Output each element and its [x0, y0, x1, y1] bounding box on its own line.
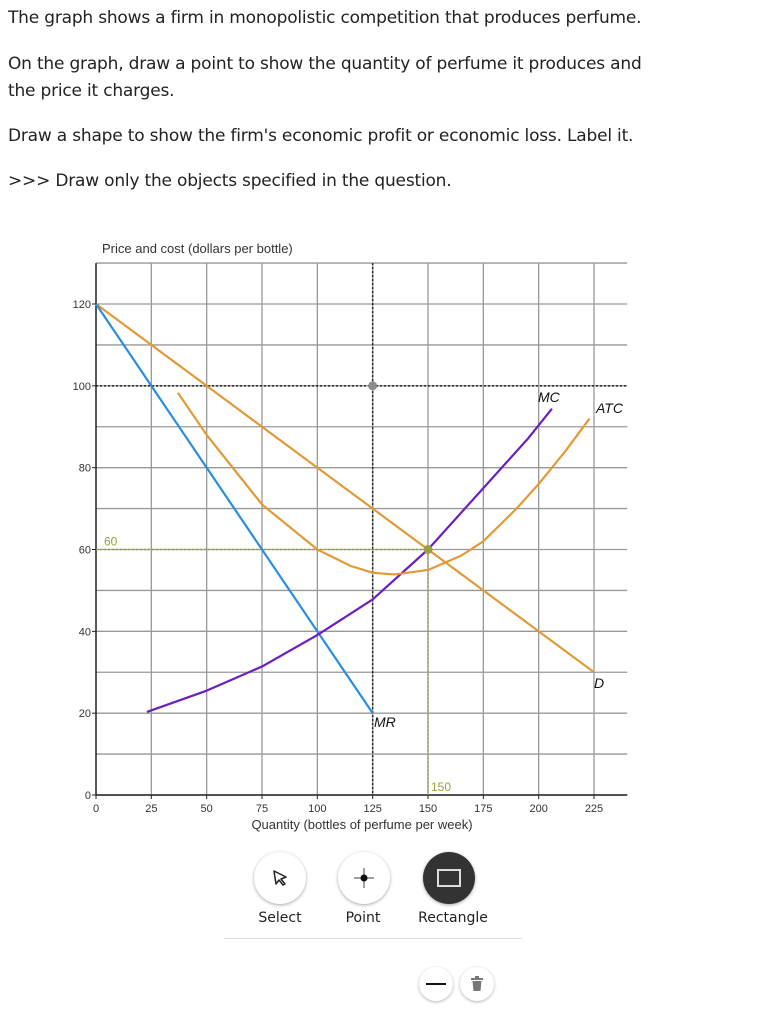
x-tick-label: 75 — [256, 803, 268, 815]
curve-atc — [176, 392, 591, 576]
y-tick-label: 40 — [79, 626, 91, 638]
line-tool-button[interactable] — [419, 967, 453, 1001]
point-x-label: 150 — [431, 780, 451, 794]
delete-button[interactable] — [460, 967, 494, 1001]
x-tick-label: 25 — [145, 803, 157, 815]
curve-mc — [146, 408, 553, 713]
label-d: D — [594, 675, 604, 691]
x-tick-label: 100 — [308, 803, 326, 815]
y-tick-label: 60 — [79, 545, 91, 557]
point-crosshair-icon — [354, 868, 374, 888]
point-marker — [423, 545, 433, 554]
trash-icon — [471, 976, 483, 991]
point-y-label: 60 — [104, 535, 118, 549]
point-marker — [368, 381, 378, 391]
x-tick-label: 175 — [474, 803, 492, 815]
select-tool-button[interactable] — [254, 852, 306, 904]
question-line-2b: the price it charges. — [8, 81, 175, 101]
x-tick-label: 225 — [585, 803, 603, 815]
question-line-1: The graph shows a firm in monopolistic c… — [8, 8, 642, 28]
select-tool-label: Select — [258, 910, 302, 926]
question-line-4: >>> Draw only the objects specified in t… — [8, 171, 452, 191]
x-tick-label: 50 — [201, 803, 213, 815]
divider — [224, 938, 522, 939]
rectangle-tool-label: Rectangle — [418, 910, 488, 926]
rectangle-icon — [437, 869, 461, 887]
question-line-2a: On the graph, draw a point to show the q… — [8, 54, 642, 74]
x-tick-label: 200 — [529, 803, 547, 815]
y-tick-label: 80 — [79, 463, 91, 475]
y-tick-label: 100 — [73, 381, 91, 393]
question-line-3: Draw a shape to show the firm's economic… — [8, 126, 634, 146]
x-tick-label: 150 — [419, 803, 437, 815]
x-tick-label: 125 — [363, 803, 381, 815]
point-tool-label: Point — [345, 910, 381, 926]
label-mr: MR — [374, 714, 396, 730]
y-tick-label: 0 — [85, 790, 91, 802]
graph[interactable]: 0 20 40 60 80 100 120 0 25 50 75 100 125 150 175 200 225… — [0, 230, 757, 840]
y-tick-label: 120 — [73, 299, 91, 311]
line-icon — [426, 983, 446, 985]
x-axis-title: Quantity (bottles of perfume per week) — [251, 817, 472, 832]
curve-d — [95, 303, 595, 674]
x-tick-label: 0 — [93, 803, 99, 815]
curve-mr — [95, 303, 374, 714]
y-tick-label: 20 — [79, 708, 91, 720]
point-tool-button[interactable] — [338, 852, 390, 904]
label-mc: MC — [538, 389, 561, 405]
rectangle-tool-button[interactable] — [423, 852, 475, 904]
label-atc: ATC — [595, 400, 624, 416]
y-axis-title: Price and cost (dollars per bottle) — [102, 241, 293, 256]
cursor-arrow-icon — [273, 870, 287, 886]
